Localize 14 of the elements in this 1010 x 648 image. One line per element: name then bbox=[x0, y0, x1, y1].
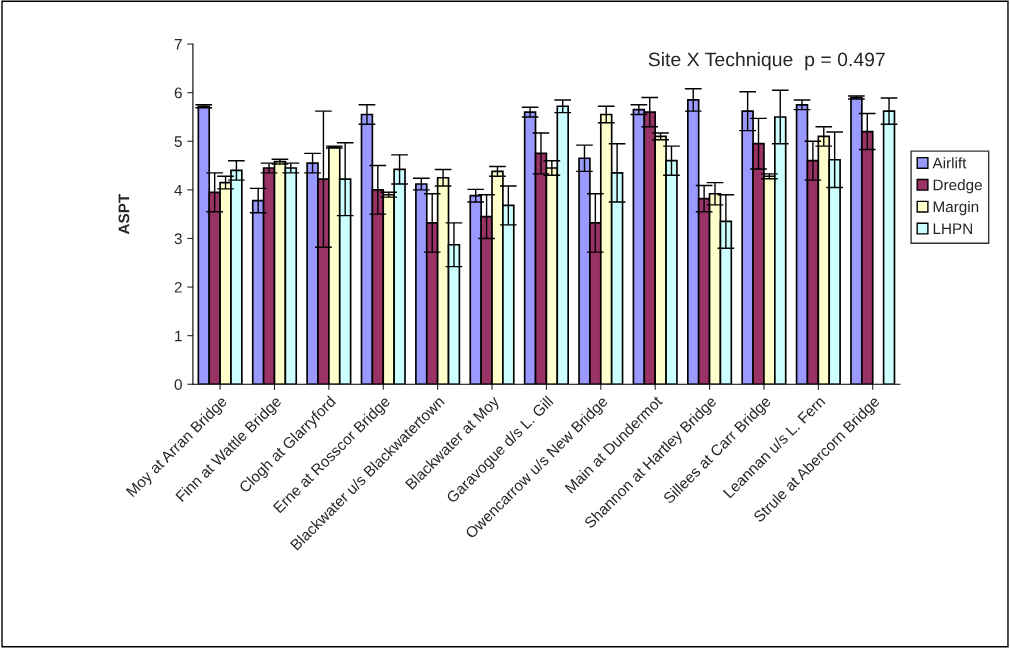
y-axis-title: ASPT bbox=[118, 193, 130, 235]
legend-label: Dredge bbox=[933, 179, 982, 194]
y-tick-label: 4 bbox=[174, 184, 183, 196]
y-tick-label: 5 bbox=[174, 136, 182, 147]
legend-label: LHPN bbox=[933, 223, 972, 234]
legend-label: Margin bbox=[933, 200, 979, 216]
legend-label: Airlift bbox=[932, 157, 967, 169]
y-tick-label: 7 bbox=[174, 39, 182, 50]
y-tick-label: 1 bbox=[175, 330, 182, 342]
y-tick-label: 6 bbox=[174, 87, 182, 99]
y-tick-label: 0 bbox=[174, 379, 182, 390]
annotation: Site X Technique p = 0.497 bbox=[648, 52, 885, 71]
y-tick-label: 2 bbox=[174, 281, 182, 293]
y-tick-label: 3 bbox=[174, 233, 182, 245]
